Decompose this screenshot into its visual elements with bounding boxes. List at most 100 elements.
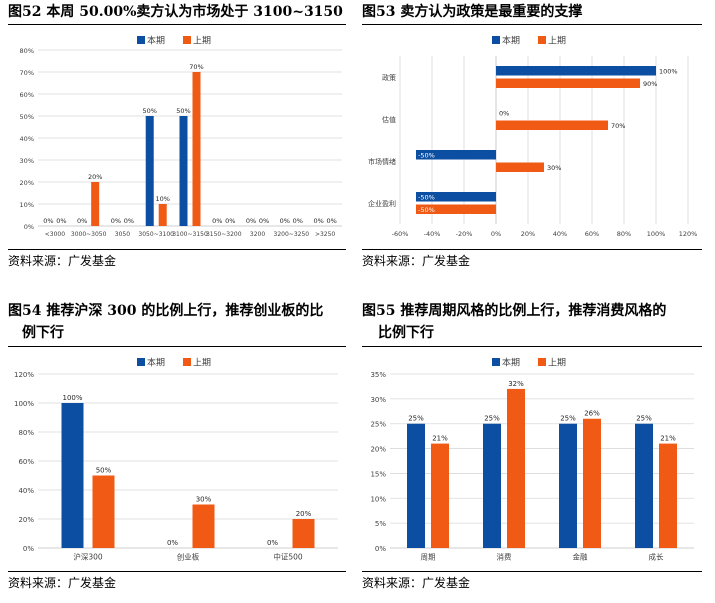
figure-55-title-rule <box>362 346 702 347</box>
y-tick-label: 20% <box>18 516 34 524</box>
bar-current <box>61 403 84 548</box>
data-label: 30% <box>196 496 212 504</box>
data-label: 0% <box>43 217 53 225</box>
y-tick-label: 35% <box>370 371 386 379</box>
legend-label-1: 本期 <box>502 35 520 47</box>
figure-55-title-line-1: 图55 推荐周期风格的比例上行，推荐消费风格的 <box>362 303 667 319</box>
figure-53-title-rule <box>362 24 702 25</box>
data-label: 20% <box>88 173 102 181</box>
data-label: 50% <box>142 107 156 115</box>
data-label: 26% <box>584 410 600 418</box>
bar-previous <box>92 475 115 548</box>
data-label: 0% <box>225 217 235 225</box>
bar-previous <box>292 519 315 548</box>
legend-swatch-1 <box>492 36 500 44</box>
y-tick-label: 市场情绪 <box>368 157 396 166</box>
bar-current <box>416 150 496 160</box>
x-tick-label: 3100~3150 <box>172 231 208 238</box>
y-tick-label: 70% <box>20 69 34 77</box>
bar-current <box>179 116 188 226</box>
y-tick-label: 80% <box>18 429 34 437</box>
legend-label-2: 上期 <box>193 36 211 47</box>
bar-previous <box>158 204 167 226</box>
y-tick-label: 100% <box>14 400 34 408</box>
data-label: 70% <box>189 63 203 71</box>
x-tick-label: <3000 <box>45 231 65 238</box>
data-label: 50% <box>96 467 112 475</box>
legend-label-1: 本期 <box>147 357 165 369</box>
y-tick-label: 政策 <box>382 73 396 82</box>
bar-current <box>635 423 653 548</box>
figure-54-title-rule <box>8 346 346 347</box>
data-label: 0% <box>326 217 336 225</box>
bar-previous <box>192 72 201 226</box>
y-tick-label: 企业盈利 <box>368 199 396 208</box>
data-label: 25% <box>484 415 500 423</box>
data-label: 100% <box>659 68 678 76</box>
figure-53-source: 资料来源：广发基金 <box>362 254 471 268</box>
data-label: 10% <box>155 195 169 203</box>
x-tick-label: -40% <box>424 230 441 238</box>
bar-previous <box>416 204 496 214</box>
data-label: 0% <box>77 217 87 225</box>
legend-swatch-1 <box>492 358 500 366</box>
x-tick-label: >3250 <box>315 231 335 238</box>
bar-current <box>496 66 656 76</box>
data-label: 0% <box>246 217 256 225</box>
bar-previous <box>192 504 215 548</box>
x-tick-label: 成长 <box>649 552 664 562</box>
y-tick-label: 60% <box>20 91 34 99</box>
x-tick-label: 120% <box>679 230 698 238</box>
figure-52-title-rule <box>8 24 346 25</box>
figure-52-title: 图52 本周 50.00%卖方认为市场处于 3100~3150 <box>8 4 343 20</box>
bar-previous <box>496 78 640 88</box>
legend-swatch-1 <box>137 358 145 366</box>
x-tick-label: 3050 <box>115 231 130 238</box>
bar-previous <box>507 388 525 548</box>
legend-label-1: 本期 <box>502 357 520 369</box>
legend-label-2: 上期 <box>193 358 211 369</box>
y-tick-label: 20% <box>20 179 34 187</box>
legend-swatch-2 <box>538 358 546 366</box>
data-label: 0% <box>280 217 290 225</box>
legend-swatch-1 <box>137 36 145 44</box>
y-tick-label: 40% <box>20 135 34 143</box>
legend-label-1: 本期 <box>147 35 165 47</box>
figure-54-title-line-1: 图54 推荐沪深 300 的比例上行，推荐创业板的比 <box>8 303 324 319</box>
data-label: -50% <box>418 206 435 214</box>
bar-current <box>416 192 496 202</box>
y-tick-label: 估值 <box>382 115 396 124</box>
x-tick-label: 中证500 <box>273 552 303 562</box>
x-tick-label: -60% <box>392 230 409 238</box>
x-tick-label: 3050~3100 <box>138 231 174 238</box>
legend-label-2: 上期 <box>548 358 566 369</box>
data-label: 0% <box>267 539 278 547</box>
y-tick-label: 5% <box>375 520 386 528</box>
bar-previous <box>659 443 677 548</box>
data-label: 30% <box>547 164 561 172</box>
x-tick-label: 60% <box>585 230 599 238</box>
x-tick-label: 创业板 <box>177 552 200 562</box>
y-tick-label: 80% <box>20 47 34 55</box>
legend-label-2: 上期 <box>548 36 566 47</box>
x-tick-label: 100% <box>647 230 666 238</box>
figure-55-chart: 本期 上期 0% 5% 10% 15% 20% 25% 30% 35% 周期 25% 21% 消费 25% 3… <box>370 357 694 562</box>
data-label: 25% <box>636 415 652 423</box>
data-label: 0% <box>499 110 509 118</box>
bar-previous <box>583 418 601 548</box>
x-tick-label: 周期 <box>421 553 436 562</box>
x-tick-label: 金融 <box>573 552 588 562</box>
legend-swatch-2 <box>183 36 191 44</box>
y-tick-label: 0% <box>375 545 386 553</box>
data-label: 21% <box>660 435 676 443</box>
data-label: 25% <box>408 415 424 423</box>
data-label: 0% <box>212 217 222 225</box>
figure-53-title: 图53 卖方认为政策是最重要的支撑 <box>362 4 583 20</box>
data-label: 100% <box>62 394 82 402</box>
data-label: -50% <box>418 194 435 202</box>
x-tick-label: -20% <box>456 230 473 238</box>
bar-current <box>559 423 577 548</box>
y-tick-label: 15% <box>370 470 386 478</box>
bar-current <box>145 116 154 226</box>
